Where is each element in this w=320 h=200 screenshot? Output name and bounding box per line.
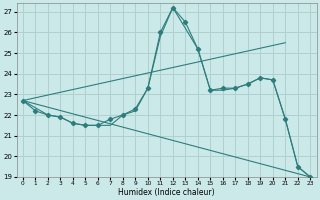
X-axis label: Humidex (Indice chaleur): Humidex (Indice chaleur) xyxy=(118,188,215,197)
